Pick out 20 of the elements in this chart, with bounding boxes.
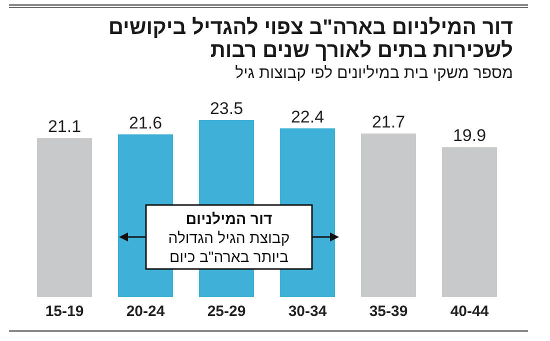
bar xyxy=(442,147,497,297)
annotation: ביותר בארה"ב כיום xyxy=(169,249,289,266)
x-tick-label: 20-24 xyxy=(126,303,166,320)
x-tick-label: 15-19 xyxy=(45,303,84,320)
data-label: 19.9 xyxy=(452,126,486,146)
bar xyxy=(361,134,416,297)
data-label: 21.7 xyxy=(372,112,406,132)
annotation: קבוצת הגיל הגדולה xyxy=(168,230,290,247)
chart-subtitle: מספר משקי בית במיליונים לפי קבוצות גיל xyxy=(235,65,513,83)
data-label: 23.5 xyxy=(210,99,244,118)
annotation: דור המילניום xyxy=(186,211,273,228)
x-tick-label: 40-44 xyxy=(450,303,490,320)
data-label: 22.4 xyxy=(290,107,324,126)
x-tick-label: 35-39 xyxy=(369,303,408,320)
chart-title: דור המילניום בארה"ב צפוי להגדיל ביקושים לשכירות בתים לאורך שנים רבות xyxy=(107,16,513,62)
data-label: 21.1 xyxy=(48,117,82,136)
bar xyxy=(37,138,92,297)
x-tick-label: 25-29 xyxy=(207,303,246,320)
data-label: 21.6 xyxy=(128,113,162,132)
x-tick-label: 30-34 xyxy=(288,303,328,320)
